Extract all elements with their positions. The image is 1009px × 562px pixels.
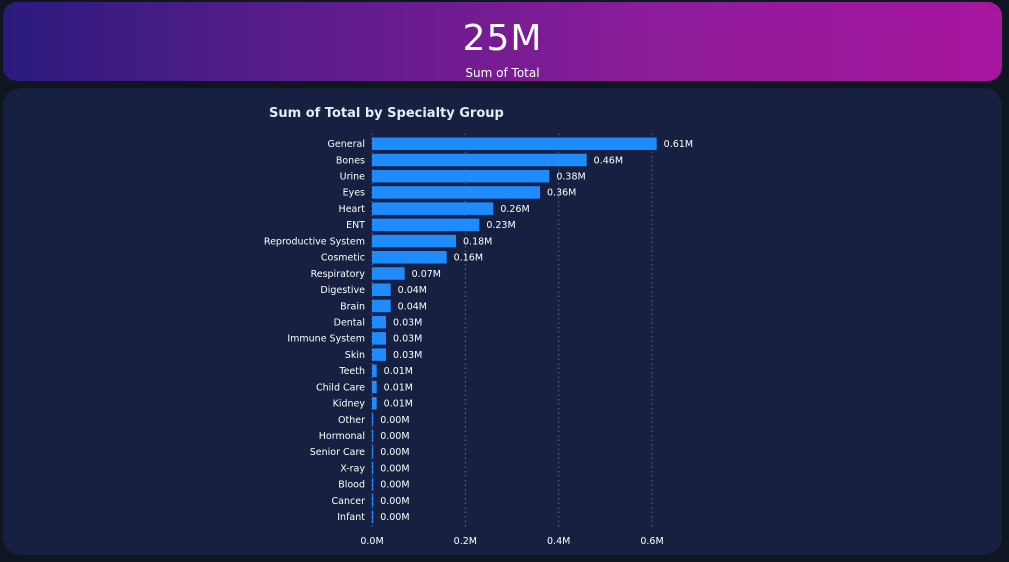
data-label: 0.04M [398,301,427,312]
category-label: Urine [340,171,366,182]
data-label: 0.01M [384,366,413,377]
bar[interactable] [372,153,587,167]
x-tick-label: 0.6M [640,536,663,547]
chart-title: Sum of Total by Specialty Group [269,106,504,121]
bar[interactable] [372,445,374,459]
bar[interactable] [372,413,374,426]
category-label: Skin [345,350,365,361]
data-label: 0.03M [393,334,422,345]
category-label: X-ray [340,463,365,474]
bar[interactable] [372,364,377,378]
bar[interactable] [372,429,374,442]
bar[interactable] [372,348,387,361]
data-label: 0.03M [393,350,422,361]
category-label: Reproductive System [264,236,365,247]
bar[interactable] [372,315,387,329]
category-label: Hormonal [319,431,365,442]
x-tick-label: 0.2M [454,536,477,547]
data-label: 0.26M [500,204,529,215]
bar[interactable] [372,397,377,410]
category-label: Infant [337,512,365,523]
category-label: Digestive [320,285,365,296]
bar[interactable] [372,186,541,199]
kpi-card[interactable]: 25M Sum of Total [3,2,1002,81]
category-label: ENT [346,220,365,231]
bar[interactable] [372,202,494,215]
x-tick-label: 0.4M [547,536,570,547]
category-label: Respiratory [311,269,366,280]
category-label: Heart [339,204,366,215]
bar[interactable] [372,461,374,475]
category-label: General [328,139,365,150]
data-label: 0.36M [547,188,576,199]
kpi-value: 25M [462,18,543,59]
category-label: Child Care [316,382,365,393]
data-label: 0.04M [398,285,427,296]
data-label: 0.00M [380,431,409,442]
category-label: Blood [338,480,365,491]
category-label: Brain [340,301,365,312]
bar[interactable] [372,494,374,507]
x-tick-label: 0.0M [360,536,383,547]
bar[interactable] [372,510,374,524]
data-label: 0.07M [412,269,441,280]
category-label: Bones [336,155,365,166]
bar[interactable] [372,169,550,183]
category-label: Teeth [338,366,365,377]
category-label: Immune System [287,334,365,345]
data-label: 0.00M [380,480,409,491]
data-label: 0.00M [380,463,409,474]
data-label: 0.03M [393,317,422,328]
data-label: 0.00M [380,447,409,458]
bar[interactable] [372,478,374,491]
bar[interactable] [372,380,377,394]
data-label: 0.23M [486,220,515,231]
bar[interactable] [372,218,480,232]
data-label: 0.00M [380,496,409,507]
data-label: 0.18M [463,236,492,247]
category-label: Dental [334,317,365,328]
bar[interactable] [372,332,387,345]
category-label: Eyes [343,188,365,199]
bar-chart-card[interactable]: Sum of Total by Specialty Group 0.0M 0.2M… [3,88,1002,555]
kpi-label: Sum of Total [465,66,540,80]
bar[interactable] [372,137,657,151]
data-label: 0.16M [454,253,483,264]
category-label: Senior Care [310,447,365,458]
data-label: 0.01M [384,382,413,393]
data-label: 0.38M [556,171,585,182]
category-label: Other [338,415,365,426]
bar[interactable] [372,299,391,313]
bar-chart: 0.0M 0.2M 0.4M 0.6M General 0.61M Bones 0.46M Ur… [264,133,693,547]
data-label: 0.01M [384,399,413,410]
data-label: 0.00M [380,415,409,426]
category-label: Cosmetic [321,253,365,264]
bar[interactable] [372,251,447,264]
category-label: Kidney [333,399,366,410]
bar[interactable] [372,283,391,296]
data-label: 0.61M [664,139,693,150]
data-label: 0.00M [380,512,409,523]
bar[interactable] [372,267,405,280]
category-label: Cancer [332,496,366,507]
data-label: 0.46M [594,155,623,166]
bar[interactable] [372,234,457,248]
